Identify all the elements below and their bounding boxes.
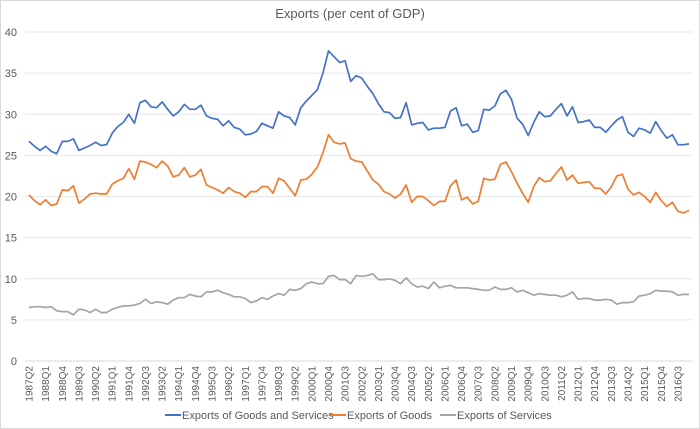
y-tick-label: 25	[5, 150, 17, 162]
x-tick-label: 1995Q3	[208, 366, 219, 402]
series-line-2	[28, 272, 689, 316]
x-tick-label: 2013Q3	[607, 366, 618, 402]
x-tick-label: 1988Q1	[41, 366, 52, 402]
x-tick-label: 2015Q1	[640, 366, 651, 402]
legend-label: Exports of Goods and Services	[182, 410, 334, 422]
y-tick-label: 10	[5, 274, 17, 286]
y-tick-label: 20	[5, 192, 17, 204]
x-tick-label: 2007Q3	[474, 366, 485, 402]
y-tick-label: 40	[5, 27, 17, 39]
x-tick-label: 1994Q1	[174, 366, 185, 402]
x-tick-label: 2016Q3	[673, 366, 684, 402]
x-tick-label: 2002Q2	[357, 366, 368, 402]
y-tick-label: 35	[5, 68, 17, 80]
x-tick-label: 2003Q1	[374, 366, 385, 402]
x-tick-label: 1997Q4	[257, 366, 268, 402]
x-tick-label: 2006Q4	[457, 366, 468, 402]
x-tick-label: 2011Q2	[557, 366, 568, 401]
x-tick-label: 2004Q3	[407, 366, 418, 402]
x-tick-label: 2001Q3	[341, 366, 352, 402]
x-tick-label: 1999Q2	[291, 366, 302, 402]
y-tick-label: 5	[11, 315, 17, 327]
x-tick-label: 2005Q2	[424, 366, 435, 402]
x-tick-label: 2009Q1	[507, 366, 518, 402]
x-tick-label: 2009Q4	[524, 366, 535, 402]
legend-item: Exports of Services	[440, 410, 552, 422]
x-tick-label: 1993Q2	[158, 366, 169, 402]
x-tick-label: 1997Q1	[241, 366, 252, 402]
x-tick-label: 2014Q2	[623, 366, 634, 402]
legend-label: Exports of Services	[457, 410, 552, 422]
series-line-0	[28, 50, 690, 155]
x-tick-label: 2012Q4	[590, 366, 601, 402]
legend-label: Exports of Goods	[347, 410, 432, 422]
x-tick-label: 2010Q3	[540, 366, 551, 402]
x-tick-label: 2015Q4	[657, 366, 668, 402]
x-tick-label: 1989Q3	[74, 366, 85, 402]
x-tick-label: 1996Q2	[224, 366, 235, 402]
x-tick-label: 1994Q4	[191, 366, 202, 402]
x-tick-label: 2006Q1	[440, 366, 451, 402]
x-tick-label: 1988Q4	[58, 366, 69, 402]
x-tick-label: 2008Q2	[490, 366, 501, 402]
x-tick-label: 1998Q3	[274, 366, 285, 402]
legend-item: Exports of Goods and Services	[165, 410, 334, 422]
x-tick-label: 2003Q4	[391, 366, 402, 402]
x-tick-label: 1992Q3	[141, 366, 152, 402]
chart-title: Exports (per cent of GDP)	[275, 6, 425, 21]
x-tick-label: 1991Q4	[124, 366, 135, 402]
legend-item: Exports of Goods	[330, 410, 432, 422]
x-tick-label: 1987Q2	[25, 366, 36, 402]
y-tick-label: 15	[5, 233, 17, 245]
y-tick-label: 0	[11, 356, 17, 368]
x-tick-label: 1990Q2	[91, 366, 102, 402]
x-tick-label: 2000Q1	[307, 366, 318, 402]
y-tick-label: 30	[5, 109, 17, 121]
x-tick-label: 2012Q1	[574, 366, 585, 402]
x-tick-label: 2000Q4	[324, 366, 335, 402]
x-tick-label: 1991Q1	[108, 366, 119, 402]
series-line-1	[28, 133, 690, 214]
